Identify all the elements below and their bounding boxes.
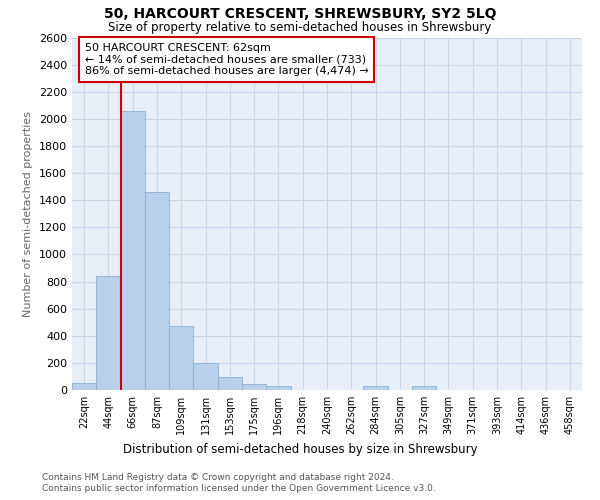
Text: Size of property relative to semi-detached houses in Shrewsbury: Size of property relative to semi-detach… [109,21,491,34]
Text: Contains HM Land Registry data © Crown copyright and database right 2024.: Contains HM Land Registry data © Crown c… [42,472,394,482]
Text: 50 HARCOURT CRESCENT: 62sqm
← 14% of semi-detached houses are smaller (733)
86% : 50 HARCOURT CRESCENT: 62sqm ← 14% of sem… [85,43,368,76]
Bar [169,326,193,390]
Bar [242,384,266,390]
Bar [364,386,388,390]
Bar [72,383,96,390]
Bar [96,276,121,390]
Y-axis label: Number of semi-detached properties: Number of semi-detached properties [23,111,34,317]
Bar [266,386,290,390]
Bar [412,386,436,390]
Bar [145,192,169,390]
Text: 50, HARCOURT CRESCENT, SHREWSBURY, SY2 5LQ: 50, HARCOURT CRESCENT, SHREWSBURY, SY2 5… [104,8,496,22]
Text: Contains public sector information licensed under the Open Government Licence v3: Contains public sector information licen… [42,484,436,493]
Text: Distribution of semi-detached houses by size in Shrewsbury: Distribution of semi-detached houses by … [122,442,478,456]
Bar [218,377,242,390]
Bar [193,363,218,390]
Bar [121,110,145,390]
